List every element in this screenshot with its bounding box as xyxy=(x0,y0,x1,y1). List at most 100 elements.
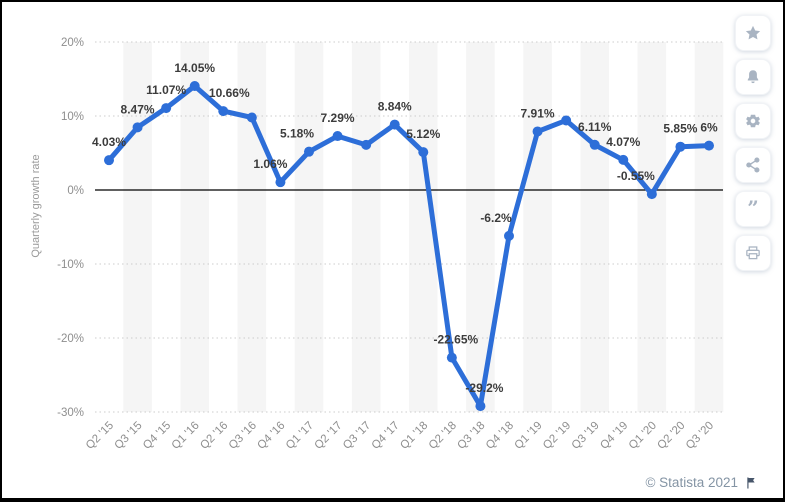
data-point-label: 8.84% xyxy=(378,100,412,114)
x-tick-label: Q3 '16 xyxy=(227,420,259,452)
data-point[interactable] xyxy=(589,139,600,150)
x-tick-label: Q1 '20 xyxy=(627,420,659,452)
data-point[interactable] xyxy=(418,147,429,158)
stripe-band xyxy=(523,42,552,412)
x-tick-label: Q2 '15 xyxy=(84,420,116,452)
stripe-band xyxy=(637,42,667,412)
data-point[interactable] xyxy=(161,103,172,114)
data-point[interactable] xyxy=(275,177,286,188)
x-tick-label: Q2 '17 xyxy=(312,420,344,452)
share-icon xyxy=(746,157,760,173)
data-point[interactable] xyxy=(332,131,343,142)
data-point-label: 4.03% xyxy=(92,135,126,149)
x-tick-label: Q3 '18 xyxy=(455,420,487,452)
data-point-label: 1.06% xyxy=(253,157,287,171)
data-point[interactable] xyxy=(218,106,229,117)
data-point[interactable] xyxy=(618,154,629,165)
data-point[interactable] xyxy=(189,81,200,92)
x-tick-label: Q1 '16 xyxy=(170,420,202,452)
stripe-band xyxy=(180,42,209,412)
x-tick-label: Q3 '15 xyxy=(112,420,144,452)
stripe-band xyxy=(694,42,724,412)
stripe-band xyxy=(351,42,381,412)
share-button[interactable] xyxy=(735,147,771,183)
data-point-label: -22.65% xyxy=(434,333,479,347)
settings-button[interactable] xyxy=(735,103,771,139)
data-point-label: -0.55% xyxy=(617,169,655,183)
y-tick-label: 0% xyxy=(67,185,84,197)
print-button[interactable] xyxy=(735,235,771,271)
data-point[interactable] xyxy=(675,141,686,152)
x-tick-label: Q3 '17 xyxy=(341,420,373,452)
x-tick-label: Q4 '19 xyxy=(598,420,630,452)
cite-button[interactable]: ” xyxy=(735,191,771,227)
x-tick-label: Q3 '19 xyxy=(570,420,602,452)
data-point-label: -29.2% xyxy=(465,381,503,395)
data-point[interactable] xyxy=(389,119,400,130)
data-point[interactable] xyxy=(561,115,572,126)
x-tick-label: Q1 '19 xyxy=(512,420,544,452)
y-axis-title: Quarterly growth rate xyxy=(30,154,42,257)
credit-text: © Statista 2021 xyxy=(645,475,738,490)
stripe-band xyxy=(294,42,324,412)
growth-rate-line xyxy=(106,83,712,409)
stripe-band xyxy=(580,42,609,412)
data-point[interactable] xyxy=(303,146,314,157)
data-point-markers xyxy=(104,81,714,412)
x-tick-label: Q1 '18 xyxy=(398,420,430,452)
data-point-label: 6% xyxy=(700,121,718,135)
data-point-label: 8.47% xyxy=(121,102,155,116)
x-tick-label: Q3 '20 xyxy=(684,420,716,452)
data-point[interactable] xyxy=(475,401,486,412)
data-point[interactable] xyxy=(646,189,657,200)
bell-icon xyxy=(747,70,759,84)
stripe-band xyxy=(237,42,267,412)
data-point-label: 5.18% xyxy=(280,127,314,141)
x-tick-label: Q2 '19 xyxy=(541,420,573,452)
printer-icon xyxy=(746,246,760,260)
gear-icon xyxy=(746,114,760,128)
data-point-label: 7.91% xyxy=(521,106,555,120)
star-icon xyxy=(745,25,761,40)
data-point[interactable] xyxy=(132,122,143,133)
svg-text:”: ” xyxy=(747,199,759,219)
flag-icon[interactable] xyxy=(745,476,759,490)
data-line-series xyxy=(106,83,712,409)
favorite-button[interactable] xyxy=(735,15,771,51)
y-tick-label: -10% xyxy=(57,259,84,271)
data-point[interactable] xyxy=(104,155,114,166)
data-point-label: 5.12% xyxy=(406,127,440,141)
data-point[interactable] xyxy=(446,352,457,363)
x-tick-label: Q2 '16 xyxy=(198,420,230,452)
data-point[interactable] xyxy=(532,126,543,137)
chart-toolbar: ” xyxy=(735,15,771,271)
chart-credit: © Statista 2021 xyxy=(645,475,759,490)
x-tick-label: Q4 '17 xyxy=(370,420,402,452)
x-tick-label: Q1 '17 xyxy=(284,420,316,452)
data-point[interactable] xyxy=(246,112,257,123)
data-point-label: 14.05% xyxy=(174,61,215,75)
y-axis-tick-labels: 20% 10% 0% -10% -20% -30% xyxy=(57,37,84,419)
stripe-band xyxy=(123,42,152,412)
notifications-button[interactable] xyxy=(735,59,771,95)
y-tick-label: 20% xyxy=(61,37,84,49)
x-tick-label: Q4 '15 xyxy=(141,420,173,452)
x-tick-label: Q4 '18 xyxy=(484,420,516,452)
data-point[interactable] xyxy=(503,230,514,241)
data-point-label: -6.2% xyxy=(480,211,512,225)
data-point[interactable] xyxy=(703,140,714,151)
data-point-label: 7.29% xyxy=(321,111,355,125)
gridlines xyxy=(95,41,723,413)
data-point-label: 5.85% xyxy=(663,122,697,136)
x-tick-label: Q2 '20 xyxy=(655,420,687,452)
data-point[interactable] xyxy=(361,139,372,150)
y-tick-label: -20% xyxy=(57,333,84,345)
data-point-label: 10.66% xyxy=(209,86,250,100)
x-tick-label: Q2 '18 xyxy=(427,420,459,452)
data-point-label: 11.07% xyxy=(146,83,186,97)
quote-icon: ” xyxy=(747,199,759,219)
y-tick-label: 10% xyxy=(61,111,84,123)
